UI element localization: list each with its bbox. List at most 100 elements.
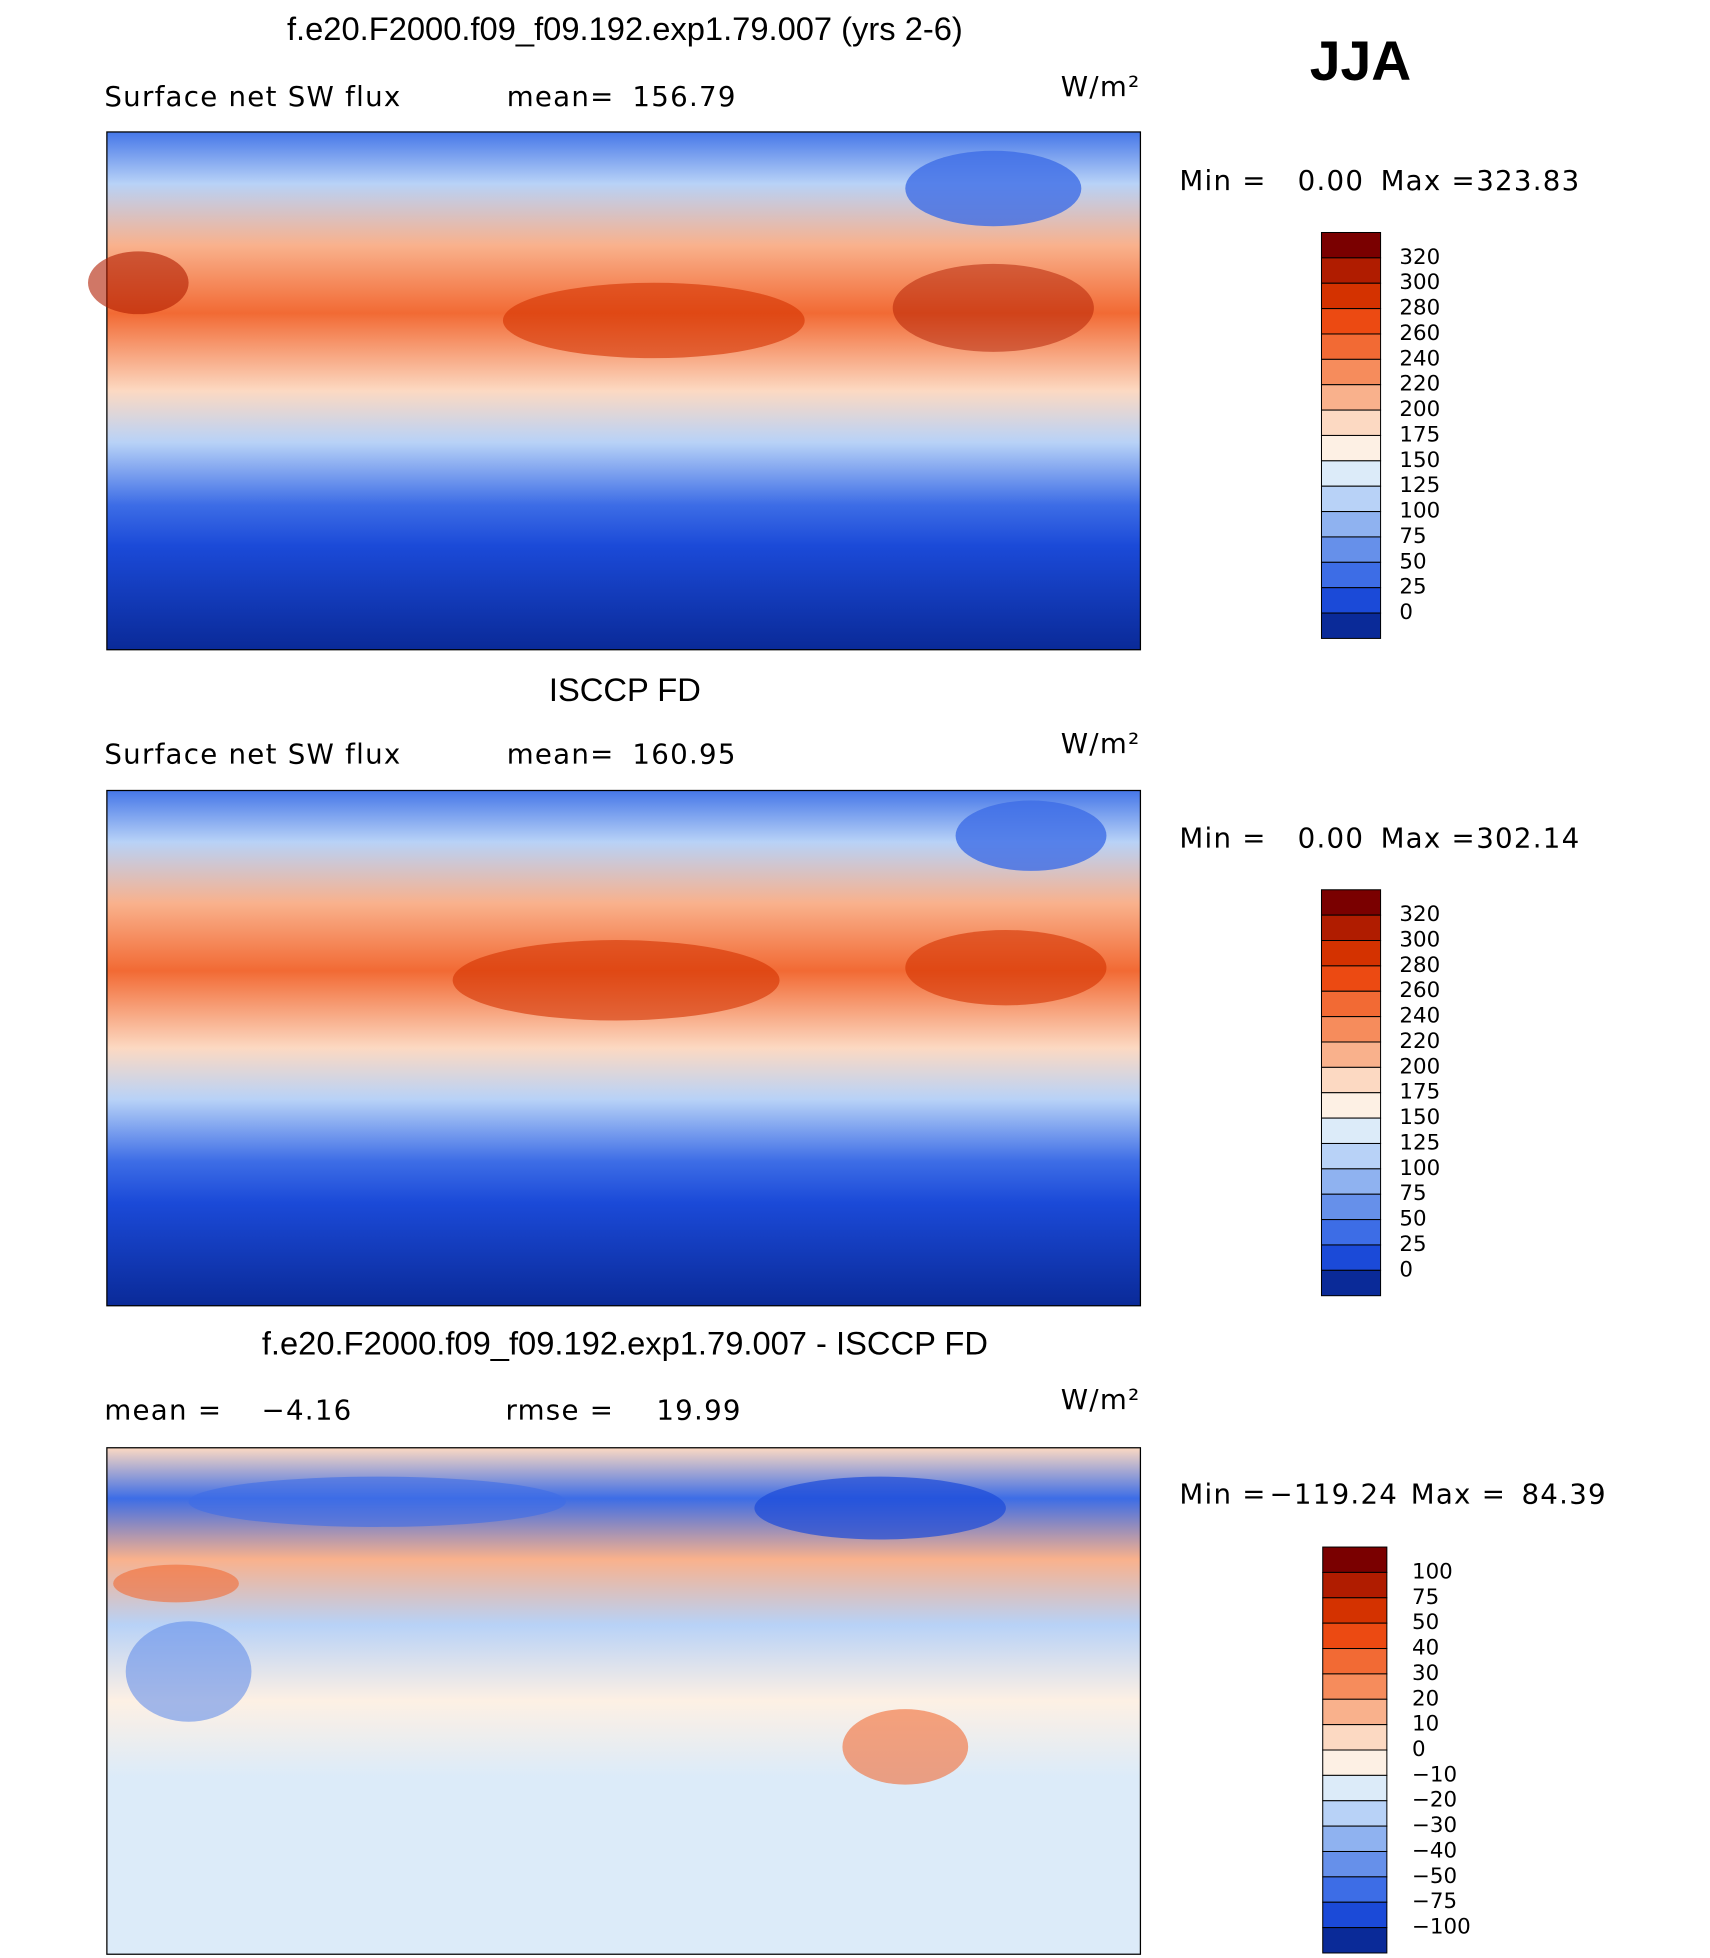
min-value: 0.00 [1298,822,1365,855]
colorbar-box [1320,612,1382,639]
colorbar-box [1322,1927,1388,1954]
map-field [106,1447,1142,1955]
colorbar-box [1320,1193,1382,1221]
colorbar-box [1320,231,1382,259]
colorbar-label: 75 [1399,1181,1426,1206]
units: W/m² [1061,70,1141,103]
colorbar-label: 10 [1412,1712,1439,1737]
colorbar-box [1322,1901,1388,1929]
max-label: Max = [1381,822,1476,855]
colorbar-label: 200 [1399,397,1440,422]
annotation-value: 19.99 [656,1393,741,1426]
max-label: Max = [1411,1478,1506,1511]
colorbar-box [1322,1673,1388,1700]
min-value: 0.00 [1298,164,1365,197]
colorbar-label: 150 [1399,1105,1440,1130]
colorbar-box [1320,511,1382,538]
colorbar-box [1320,536,1382,563]
max-value: 84.39 [1521,1478,1606,1511]
colorbar-box [1320,1244,1382,1271]
panel-title: ISCCP FD [549,671,701,708]
min-label: Min = [1179,1478,1266,1511]
colorbar-label: 220 [1399,1029,1440,1054]
colorbar-label: 75 [1399,524,1426,549]
colorbar-box [1320,308,1382,335]
map-feature [502,282,805,359]
colorbar-box [1322,1749,1388,1776]
colorbar-label: 0 [1399,600,1413,625]
map [106,1447,1142,1955]
colorbar-label: 100 [1399,1156,1440,1181]
colorbar-box [1322,1698,1388,1726]
season: JJA [1310,30,1411,92]
colorbar-label: 280 [1399,296,1440,321]
colorbar-label: 300 [1399,270,1440,295]
map-field [106,789,1142,1307]
map-feature [905,929,1107,1006]
colorbar-box [1322,1800,1388,1827]
colorbar-box [1322,1850,1388,1878]
colorbar-label: 240 [1399,1004,1440,1029]
colorbar-box [1320,1041,1382,1068]
annotation-label: Surface net SW flux [104,80,401,113]
map-feature [125,1621,252,1722]
colorbar-box [1322,1648,1388,1675]
map-feature [188,1476,566,1527]
colorbar-label: 300 [1399,928,1440,953]
map-feature [88,251,189,315]
colorbar-label: 25 [1399,575,1426,600]
colorbar-box [1322,1774,1388,1802]
colorbar-label: 240 [1399,346,1440,371]
colorbar-label: 50 [1412,1610,1439,1635]
colorbar-label: 50 [1399,549,1426,574]
map-feature [842,1709,969,1785]
colorbar-label: 100 [1412,1559,1453,1584]
colorbar-box [1320,409,1382,436]
colorbar-label: −10 [1412,1762,1457,1787]
colorbar-label: 75 [1412,1585,1439,1610]
colorbar-label: 25 [1399,1232,1426,1257]
colorbar-box [1320,940,1382,967]
units: W/m² [1061,727,1141,760]
colorbar-box [1320,333,1382,360]
annotation-label: Surface net SW flux [104,737,401,770]
colorbar-box [1320,1117,1382,1144]
colorbar-box [1320,434,1382,462]
map-feature [754,1476,1006,1540]
colorbar-label: 150 [1399,448,1440,473]
map-feature [892,263,1094,352]
colorbar-box [1320,485,1382,513]
colorbar-label: 260 [1399,321,1440,346]
colorbar-label: 220 [1399,372,1440,397]
panel-title: f.e20.F2000.f09_f09.192.exp1.79.007 (yrs… [287,10,963,47]
colorbar-label: 175 [1399,422,1440,447]
colorbar-label: 40 [1412,1636,1439,1661]
colorbar-label: 280 [1399,953,1440,978]
colorbar-box [1320,1016,1382,1043]
colorbar-box [1320,460,1382,487]
panel-title: f.e20.F2000.f09_f09.192.exp1.79.007 - IS… [262,1325,988,1362]
colorbar-box [1320,914,1382,942]
colorbar-box [1320,965,1382,992]
colorbar-label: −100 [1412,1915,1471,1940]
colorbar-label: 175 [1399,1080,1440,1105]
colorbar-label: 20 [1412,1686,1439,1711]
colorbar-box [1320,257,1382,284]
colorbar-box [1320,1269,1382,1297]
colorbar-box [1320,384,1382,411]
colorbar-box [1322,1622,1388,1650]
annotation-label: mean= [507,80,615,113]
colorbar-box [1320,1219,1382,1246]
colorbar-box [1320,1168,1382,1195]
colorbar-box [1320,358,1382,386]
annotation-label: mean= [507,737,615,770]
colorbar-box [1322,1825,1388,1852]
colorbar-label: 125 [1399,1130,1440,1155]
colorbar-label: −30 [1412,1813,1457,1838]
annotation-value: 160.95 [632,737,736,770]
colorbar-label: −40 [1412,1838,1457,1863]
max-label: Max = [1381,164,1476,197]
colorbar-label: 320 [1399,902,1440,927]
colorbar-box [1320,587,1382,614]
